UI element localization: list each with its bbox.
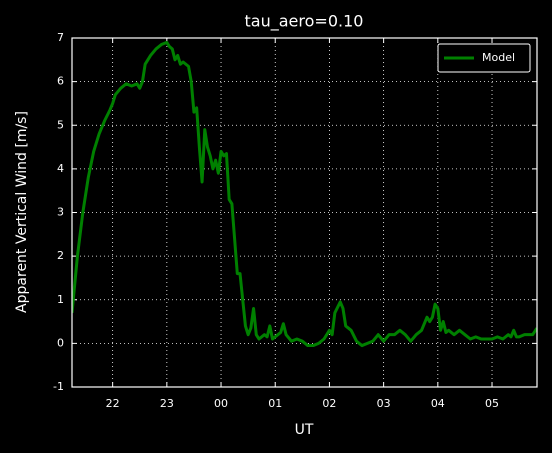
legend-box xyxy=(437,43,531,73)
plot-frame xyxy=(71,37,538,388)
data-line xyxy=(72,40,537,348)
x-axis-label: UT xyxy=(295,422,314,438)
x-tick-label: 03 xyxy=(377,397,391,410)
chart-title: tau_aero=0.10 xyxy=(245,12,364,32)
y-tick-label: 5 xyxy=(57,118,64,131)
y-tick-label: 6 xyxy=(57,75,64,88)
y-tick-label: 4 xyxy=(57,162,64,175)
y-tick-label: 1 xyxy=(57,293,64,306)
x-tick-label: 04 xyxy=(431,397,445,410)
x-tick-label: 00 xyxy=(214,397,228,410)
x-tick-label: 22 xyxy=(106,397,120,410)
y-tick-label: 0 xyxy=(57,336,64,349)
y-axis-label: Apparent Vertical Wind [m/s] xyxy=(14,111,30,313)
y-tick-label: 7 xyxy=(57,31,64,44)
y-tick-label: 3 xyxy=(57,206,64,219)
x-tick-label: 05 xyxy=(485,397,499,410)
x-tick-label: 02 xyxy=(322,397,336,410)
y-tick-label: 2 xyxy=(57,249,64,262)
x-tick-label: 23 xyxy=(160,397,174,410)
legend-label: Model xyxy=(482,51,515,64)
x-tick-label: 01 xyxy=(268,397,282,410)
y-tick-label: -1 xyxy=(53,380,64,393)
